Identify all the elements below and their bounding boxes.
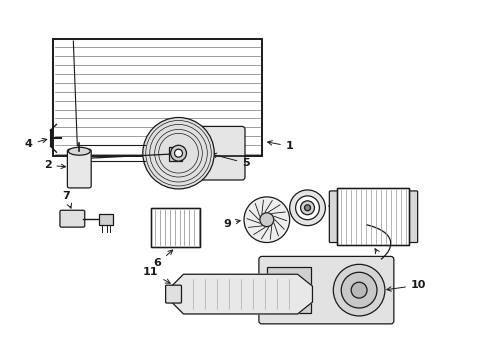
FancyBboxPatch shape bbox=[179, 126, 245, 180]
FancyBboxPatch shape bbox=[60, 210, 85, 227]
Text: 2: 2 bbox=[44, 160, 66, 170]
Polygon shape bbox=[169, 274, 313, 314]
Ellipse shape bbox=[69, 147, 90, 155]
Circle shape bbox=[260, 213, 274, 227]
Circle shape bbox=[305, 205, 311, 211]
Text: 9: 9 bbox=[223, 219, 240, 229]
Text: 4: 4 bbox=[24, 138, 47, 149]
Text: 8: 8 bbox=[329, 195, 345, 206]
FancyBboxPatch shape bbox=[329, 191, 339, 243]
Text: 3: 3 bbox=[178, 125, 194, 144]
Text: 7: 7 bbox=[63, 191, 72, 208]
Text: 6: 6 bbox=[154, 250, 172, 268]
Text: 1: 1 bbox=[268, 141, 294, 151]
Circle shape bbox=[333, 264, 385, 316]
Circle shape bbox=[143, 117, 214, 189]
Bar bbox=[267, 267, 312, 313]
Bar bbox=[337, 188, 409, 246]
Text: 10: 10 bbox=[387, 280, 426, 291]
FancyBboxPatch shape bbox=[259, 256, 394, 324]
Bar bbox=[337, 188, 409, 246]
Circle shape bbox=[300, 201, 315, 215]
Circle shape bbox=[351, 282, 367, 298]
Text: 12: 12 bbox=[375, 249, 391, 266]
Text: 5: 5 bbox=[212, 153, 250, 168]
Bar bbox=[169, 147, 182, 161]
Bar bbox=[53, 39, 262, 156]
Circle shape bbox=[171, 145, 187, 161]
Circle shape bbox=[290, 190, 325, 226]
Text: 11: 11 bbox=[143, 267, 170, 283]
Bar bbox=[99, 214, 113, 225]
FancyBboxPatch shape bbox=[408, 191, 417, 243]
FancyBboxPatch shape bbox=[166, 285, 181, 303]
FancyBboxPatch shape bbox=[68, 149, 91, 188]
Circle shape bbox=[341, 272, 377, 308]
Bar bbox=[53, 39, 262, 156]
Circle shape bbox=[244, 197, 290, 243]
Circle shape bbox=[295, 196, 319, 220]
Bar bbox=[151, 208, 200, 247]
Bar bbox=[151, 208, 200, 247]
Circle shape bbox=[174, 149, 182, 157]
